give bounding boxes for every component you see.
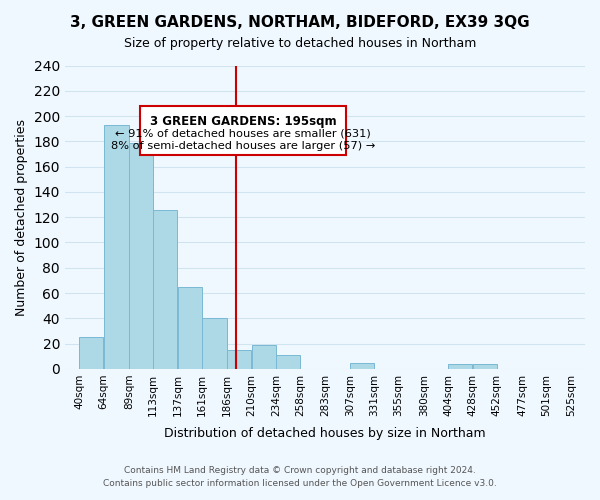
Bar bbox=[448, 364, 472, 369]
Bar bbox=[79, 338, 103, 369]
Bar bbox=[252, 345, 275, 369]
Y-axis label: Number of detached properties: Number of detached properties bbox=[15, 118, 28, 316]
Bar bbox=[104, 125, 128, 369]
Bar bbox=[350, 362, 374, 369]
Text: ← 91% of detached houses are smaller (631): ← 91% of detached houses are smaller (63… bbox=[115, 128, 371, 138]
Bar bbox=[202, 318, 227, 369]
Text: 8% of semi-detached houses are larger (57) →: 8% of semi-detached houses are larger (5… bbox=[111, 140, 375, 150]
Bar bbox=[473, 364, 497, 369]
Bar bbox=[178, 286, 202, 369]
Text: Contains HM Land Registry data © Crown copyright and database right 2024.
Contai: Contains HM Land Registry data © Crown c… bbox=[103, 466, 497, 487]
Bar bbox=[129, 142, 153, 369]
Bar bbox=[154, 210, 177, 369]
X-axis label: Distribution of detached houses by size in Northam: Distribution of detached houses by size … bbox=[164, 427, 486, 440]
Text: 3 GREEN GARDENS: 195sqm: 3 GREEN GARDENS: 195sqm bbox=[150, 115, 337, 128]
Bar bbox=[227, 350, 251, 369]
Bar bbox=[276, 355, 300, 369]
Text: 3, GREEN GARDENS, NORTHAM, BIDEFORD, EX39 3QG: 3, GREEN GARDENS, NORTHAM, BIDEFORD, EX3… bbox=[70, 15, 530, 30]
FancyBboxPatch shape bbox=[140, 106, 346, 155]
Text: Size of property relative to detached houses in Northam: Size of property relative to detached ho… bbox=[124, 38, 476, 51]
